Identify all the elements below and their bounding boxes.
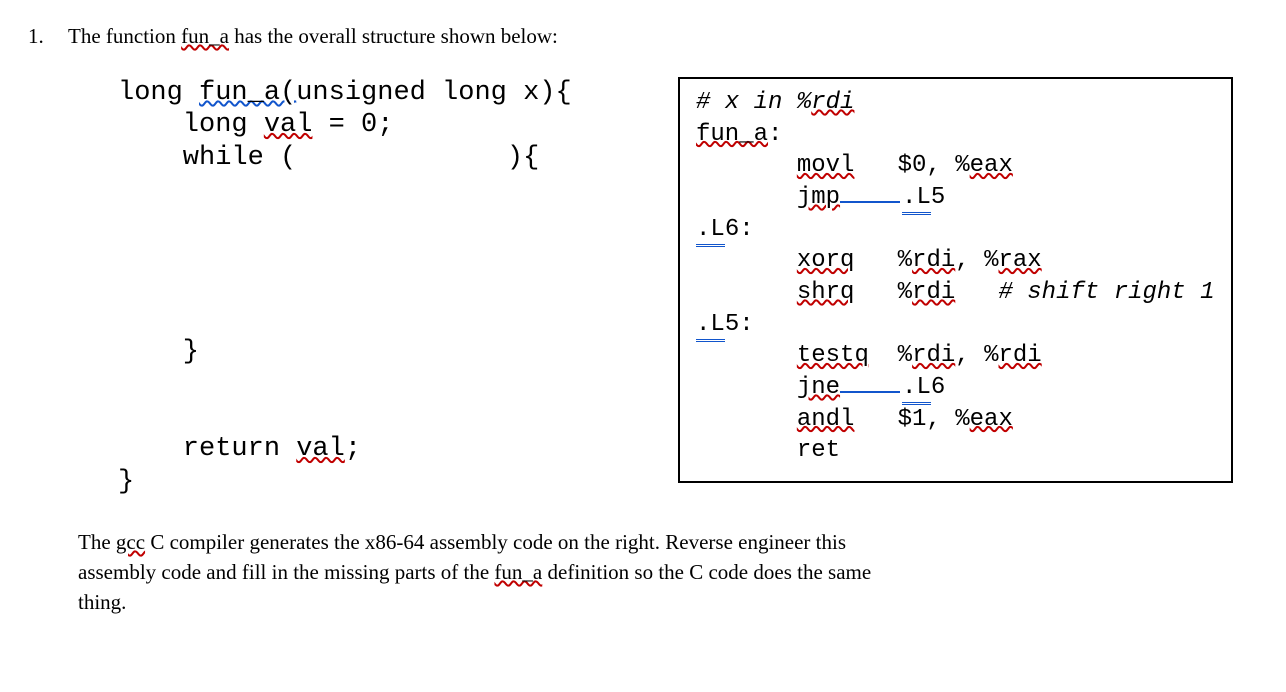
blank-1 xyxy=(118,175,134,205)
code-semi: ; xyxy=(345,434,361,464)
question-text: The function fun_a has the overall struc… xyxy=(68,24,558,49)
asm-xorq-rdi: rdi xyxy=(912,247,955,274)
asm-testq-comma: , % xyxy=(955,342,998,369)
asm-movl-eax: eax xyxy=(970,152,1013,179)
asm-shrq-a: % xyxy=(854,279,912,306)
asm-c1: # x in % xyxy=(696,89,811,116)
code-long2: long xyxy=(118,110,264,140)
asm-andl-eax: eax xyxy=(970,406,1013,433)
code-while: while ( ){ xyxy=(118,143,539,173)
exp-funa: fun_a xyxy=(494,560,542,584)
code-ret-val: val xyxy=(296,434,345,464)
question-tail: has the overall structure shown below: xyxy=(229,24,558,48)
asm-comment-x: # x in %rdi xyxy=(696,89,854,116)
question-lead: The function xyxy=(68,24,181,48)
asm-ret: ret xyxy=(696,437,840,464)
exp-gcc: gcc xyxy=(116,530,145,554)
code-params: unsigned long x){ xyxy=(296,78,571,108)
code-funcname: fun_a( xyxy=(199,78,296,108)
exp-1b: C compiler generates the x86-64 assembly… xyxy=(145,530,846,554)
exp-1a: The xyxy=(78,530,116,554)
exp-2b: definition so the C code does the same xyxy=(542,560,871,584)
asm-jmp-tgt: .L xyxy=(902,184,931,215)
asm-andl-a: $1, % xyxy=(854,406,969,433)
asm-shrq-cmt: # shift right 1 xyxy=(955,279,1214,306)
exp-3: thing. xyxy=(78,590,126,614)
asm-testq-rdi2: rdi xyxy=(999,342,1042,369)
page-root: 1. The function fun_a has the overall st… xyxy=(0,0,1286,692)
asm-movl: movl xyxy=(797,152,855,179)
asm-jmp: jmp xyxy=(797,184,840,211)
blank-5 xyxy=(118,305,134,335)
asm-xorq-comma: , % xyxy=(955,247,998,274)
asm-jmp-tgt-b: 5 xyxy=(931,184,945,211)
blank-2 xyxy=(118,208,134,238)
question-line: 1. The function fun_a has the overall st… xyxy=(28,24,1246,49)
question-number: 1. xyxy=(28,24,50,49)
blank-6 xyxy=(118,370,134,400)
asm-L6: .L xyxy=(696,216,725,247)
asm-andl: andl xyxy=(797,406,855,433)
blank-3 xyxy=(118,240,134,270)
asm-jne: jne xyxy=(797,374,840,401)
asm-c1-rdi: rdi xyxy=(811,89,854,116)
asm-jne-tgt: .L xyxy=(902,374,931,405)
asm-jne-line xyxy=(840,391,900,393)
code-end-brace: } xyxy=(118,467,134,497)
asm-colon1: : xyxy=(768,121,782,148)
exp-2a: assembly code and fill in the missing pa… xyxy=(78,560,494,584)
asm-xorq-rax: rax xyxy=(998,247,1041,274)
code-eq0: = 0; xyxy=(312,110,393,140)
asm-xorq-a: % xyxy=(854,247,912,274)
funcname-squiggle: fun_a xyxy=(181,24,229,48)
c-code-block: long fun_a(unsigned long x){ long val = … xyxy=(118,77,678,498)
asm-xorq: xorq xyxy=(797,247,855,274)
code-asm-region: long fun_a(unsigned long x){ long val = … xyxy=(118,77,1246,498)
asm-movl-args: $0, % xyxy=(854,152,969,179)
asm-L5b: 5: xyxy=(725,311,754,338)
asm-jne-tgt-b: 6 xyxy=(931,374,945,401)
blank-7 xyxy=(118,402,134,432)
code-val: val xyxy=(264,110,313,140)
asm-L5: .L xyxy=(696,311,725,342)
asm-L6b: 6: xyxy=(725,216,754,243)
asm-shrq: shrq xyxy=(797,279,855,306)
asm-testq-rdi: rdi xyxy=(912,342,955,369)
asm-testq: testq xyxy=(797,342,869,369)
code-close-brace: } xyxy=(118,337,199,367)
asm-testq-a: % xyxy=(869,342,912,369)
asm-funlabel: fun_a xyxy=(696,121,768,148)
asm-shrq-rdi: rdi xyxy=(912,279,955,306)
code-kw-long: long xyxy=(118,78,199,108)
asm-jmp-line xyxy=(840,201,900,203)
blank-4 xyxy=(118,272,134,302)
explanation-paragraph: The gcc C compiler generates the x86-64 … xyxy=(78,528,1098,617)
assembly-box: # x in %rdi fun_a: movl $0, %eax jmp.L5 … xyxy=(678,77,1233,483)
code-return: return xyxy=(118,434,296,464)
